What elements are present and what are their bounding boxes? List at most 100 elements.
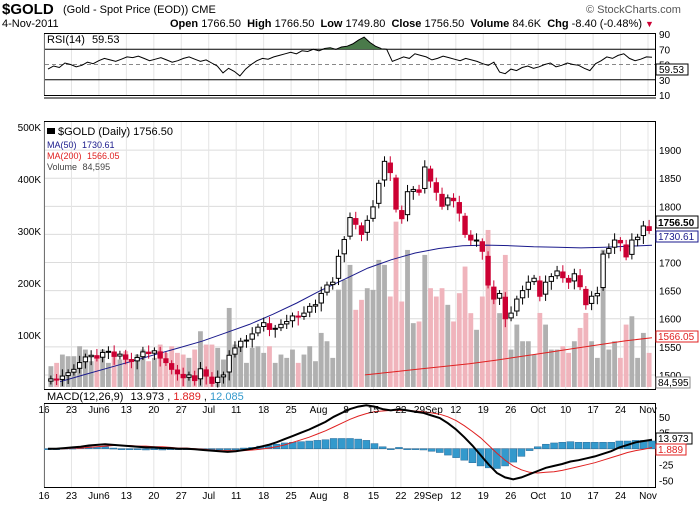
macd-histogram-bar [501, 448, 509, 467]
macd-histogram-bar [354, 438, 362, 449]
macd-histogram-bar [525, 448, 534, 451]
candle-body [381, 160, 388, 181]
macd-x-tick-label: 18 [258, 491, 270, 502]
rsi-y-tick-label: 30 [659, 76, 671, 87]
candle-body [255, 326, 261, 334]
volume-bar [451, 321, 456, 387]
volume-bar [548, 349, 554, 387]
candle-body [358, 225, 365, 235]
down-arrow-icon: ▼ [645, 19, 654, 29]
candle-body [387, 162, 393, 174]
volume-bar [382, 264, 387, 387]
candle-body [134, 357, 140, 362]
macd-histogram-bar [134, 448, 142, 450]
price-x-tick-label: 16 [38, 405, 50, 416]
candle-body [220, 374, 227, 378]
volume-bar [318, 332, 324, 387]
volume-bar [520, 341, 525, 387]
volume-bar [290, 349, 295, 387]
macd-x-tick-label: 12 [450, 491, 462, 502]
macd-last-tag: 13.973 [655, 432, 693, 445]
volume-bar [146, 361, 152, 387]
price-x-tick-label: 27 [176, 405, 188, 416]
macd-histogram-bar [109, 447, 118, 450]
volume-bar [617, 357, 623, 387]
macd-histogram-bar [117, 448, 126, 450]
macd-x-tick-label: 23 [66, 491, 78, 502]
price-x-tick-label: 26 [505, 405, 517, 416]
candle-body [330, 281, 336, 286]
volume-bar [284, 357, 290, 387]
candle-body [347, 217, 353, 237]
candle-body [439, 193, 445, 207]
volume-bar [140, 349, 146, 387]
volume-bar [163, 352, 169, 387]
volume-bar [301, 354, 307, 387]
candle-body [554, 270, 560, 277]
volume-bar [462, 266, 468, 387]
candle-body [82, 356, 89, 363]
macd-histogram-bar [558, 442, 566, 449]
macd-histogram-bar [574, 442, 583, 449]
macd-histogram-bar [542, 443, 550, 449]
volume-y-tick-label: 100K [18, 331, 42, 342]
price-y-tick-label: 1500 [659, 371, 682, 382]
price-x-tick-label: 12 [450, 405, 462, 416]
candle-body [249, 333, 255, 340]
volume-y-tick-label: 300K [18, 227, 42, 238]
macd-histogram-bar [476, 448, 485, 467]
macd-x-tick-label: 27 [176, 491, 188, 502]
candle-body [514, 298, 520, 312]
volume-bar [94, 357, 100, 387]
volume-bar [577, 327, 583, 387]
macd-line [48, 404, 653, 481]
ma50-last-tag: 1730.61 [655, 230, 699, 243]
candle-body [548, 276, 555, 282]
volume-y-tick-label: 500K [18, 123, 42, 134]
candle-body [289, 315, 296, 322]
volume-bar [295, 362, 301, 387]
volume-legend: Volume 84,595 [47, 162, 110, 172]
candle-body [301, 312, 307, 317]
macd-x-tick-label: 11 [231, 491, 242, 502]
candle-body [445, 197, 451, 206]
macd-legend-value-1: 13.973 [130, 391, 164, 403]
volume-bar [238, 346, 244, 387]
volume-bar [589, 341, 595, 387]
candle-body [140, 351, 146, 358]
candle-body [479, 241, 485, 252]
candle-body [284, 321, 290, 325]
macd-histogram-bar [533, 446, 542, 449]
macd-histogram-bar [419, 448, 428, 451]
volume-bar [543, 324, 548, 387]
volume-bar [646, 352, 652, 387]
ma200-legend-value: 1566.05 [87, 151, 120, 161]
candle-body [560, 271, 566, 279]
ma200-legend-label: MA(200) [47, 151, 82, 161]
close-value: 1756.50 [424, 18, 465, 30]
macd-histogram-bar [403, 448, 411, 450]
open-label: Open [170, 18, 199, 30]
volume-bar [278, 354, 284, 387]
macd-legend: MACD(12,26,9) 13.973 , 1.889 , 12.085 [47, 391, 244, 403]
macd-x-tick-label: 22 [395, 491, 407, 502]
volume-bar [566, 352, 572, 387]
volume-bar [353, 309, 359, 387]
macd-last-tag-text: 13.973 [658, 434, 689, 445]
volume-bar [192, 349, 198, 387]
macd-y-tick-label: -50 [659, 477, 674, 488]
candle-body [600, 253, 606, 289]
candle-body [341, 238, 347, 255]
volume-bar [583, 312, 589, 387]
macd-x-tick-label: 20 [148, 491, 160, 502]
candle-body [307, 305, 313, 313]
price-x-tick-label: Jul [202, 405, 215, 416]
macd-histogram-bar [550, 442, 558, 449]
price-x-tick-label: 11 [231, 405, 242, 416]
volume-label: Volume [470, 18, 510, 30]
volume-bar [594, 357, 600, 387]
candle-body [537, 280, 543, 297]
volume-bar [456, 293, 462, 387]
candle-body [105, 350, 112, 353]
price-legend-swatch [47, 128, 55, 134]
